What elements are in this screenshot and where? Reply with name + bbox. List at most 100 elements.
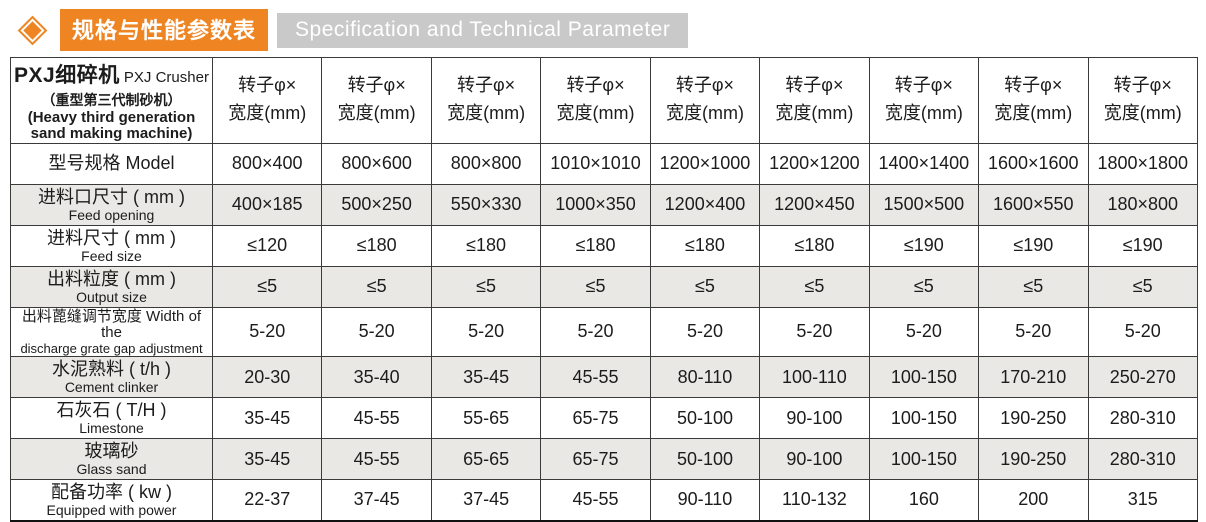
spec-value: 500×250 — [321, 183, 432, 226]
spec-value: ≤5 — [321, 265, 432, 308]
row-label-line2: Feed size — [81, 247, 142, 264]
column-header-line1: 转子φ× — [457, 75, 516, 96]
spec-value: 160 — [868, 479, 980, 522]
row-label-line1: 进料口尺寸 ( mm ) — [38, 186, 185, 207]
column-header: 转子φ× 宽度(mm) — [868, 57, 980, 144]
row-label-line1: 出料粒度 ( mm ) — [47, 268, 176, 289]
column-header-line1: 转子φ× — [894, 75, 953, 96]
spec-value: 5-20 — [1087, 306, 1198, 358]
row-label-line1: 进料尺寸 ( mm ) — [47, 227, 176, 248]
spec-value: 280-310 — [1087, 397, 1198, 440]
row-label-feed-size: 进料尺寸 ( mm ) Feed size — [10, 224, 213, 267]
column-header: 转子φ× 宽度(mm) — [430, 57, 542, 144]
product-subtitle-cn: （重型第三代制砂机） — [41, 92, 182, 108]
spec-value: 45-55 — [321, 438, 432, 481]
spec-value: 50-100 — [649, 438, 761, 481]
spec-value: ≤180 — [540, 224, 651, 267]
spec-value: 190-250 — [978, 438, 1089, 481]
column-header: 转子φ× 宽度(mm) — [978, 57, 1089, 144]
spec-value: 100-150 — [868, 356, 980, 399]
spec-value: 100-150 — [868, 397, 980, 440]
column-header-line2: 宽度(mm) — [447, 103, 526, 124]
spec-value: ≤180 — [649, 224, 761, 267]
row-label-feed-opening: 进料口尺寸 ( mm ) Feed opening — [10, 183, 213, 226]
spec-value: 5-20 — [649, 306, 761, 358]
column-header-line1: 转子φ× — [785, 75, 844, 96]
row-label-line2: Output size — [76, 288, 147, 305]
table-header-row: PXJ细碎机 PXJ Crusher （重型第三代制砂机） (Heavy thi… — [10, 57, 1198, 144]
section-title-en: Specification and Technical Parameter — [277, 12, 689, 48]
row-label-line1: 出料蓖缝调节宽度 Width of the — [21, 307, 202, 341]
row-label-glass-sand: 玻璃砂 Glass sand — [10, 438, 213, 481]
spec-value: 1500×500 — [868, 183, 980, 226]
spec-value: 22-37 — [211, 479, 323, 522]
spec-value: ≤5 — [978, 265, 1089, 308]
row-label-line2: Limestone — [79, 420, 144, 437]
column-header: 转子φ× 宽度(mm) — [759, 57, 870, 144]
column-header: 转子φ× 宽度(mm) — [211, 57, 323, 144]
table-row-limestone: 石灰石 ( T/H ) Limestone 35-45 45-55 55-65 6… — [10, 397, 1198, 440]
column-header-line2: 宽度(mm) — [665, 103, 744, 124]
spec-value: ≤5 — [211, 265, 323, 308]
spec-value: 1200×1000 — [649, 142, 761, 185]
spec-value: 5-20 — [430, 306, 542, 358]
spec-value: 1600×1600 — [978, 142, 1089, 185]
product-name: PXJ细碎机 PXJ Crusher — [13, 59, 210, 89]
spec-value: 5-20 — [978, 306, 1089, 358]
column-header-line2: 宽度(mm) — [994, 103, 1073, 124]
row-label-line1: 玻璃砂 — [84, 441, 139, 462]
spec-value: 200 — [978, 479, 1089, 522]
spec-value: 5-20 — [868, 306, 980, 358]
column-header: 转子φ× 宽度(mm) — [649, 57, 761, 144]
row-label-output-size: 出料粒度 ( mm ) Output size — [10, 265, 213, 308]
row-label-line1: 配备功率 ( kw ) — [51, 482, 172, 503]
spec-value: 1200×400 — [649, 183, 761, 226]
spec-value: 5-20 — [321, 306, 432, 358]
spec-value: 180×800 — [1087, 183, 1198, 226]
spec-value: 800×600 — [321, 142, 432, 185]
spec-value: ≤5 — [1087, 265, 1198, 308]
spec-value: 5-20 — [540, 306, 651, 358]
spec-value: 400×185 — [211, 183, 323, 226]
spec-value: 65-65 — [430, 438, 542, 481]
spec-value: ≤190 — [1087, 224, 1198, 267]
spec-value: 45-55 — [540, 479, 651, 522]
product-subtitle-en-line2: sand making machine) — [30, 124, 193, 142]
spec-value: ≤180 — [321, 224, 432, 267]
table-row-power: 配备功率 ( kw ) Equipped with power 22-37 37-… — [10, 479, 1198, 522]
spec-value: 1010×1010 — [540, 142, 651, 185]
spec-value: ≤190 — [868, 224, 980, 267]
spec-value: 90-110 — [649, 479, 761, 522]
spec-value: 90-100 — [759, 438, 870, 481]
spec-value: ≤5 — [540, 265, 651, 308]
spec-value: 550×330 — [430, 183, 542, 226]
spec-value: 20-30 — [211, 356, 323, 399]
table-row-glass-sand: 玻璃砂 Glass sand 35-45 45-55 65-65 65-75 50… — [10, 438, 1198, 481]
product-name-cn: PXJ细碎机 — [14, 64, 120, 87]
product-subtitle-en-line1: (Heavy third generation — [27, 109, 196, 126]
spec-value: 35-45 — [430, 356, 542, 399]
spec-value: 35-45 — [211, 438, 323, 481]
row-label-line1: 水泥熟料 ( t/h ) — [51, 359, 171, 380]
spec-value: 170-210 — [978, 356, 1089, 399]
spec-value: 110-132 — [759, 479, 870, 522]
table-row-output-size: 出料粒度 ( mm ) Output size ≤5 ≤5 ≤5 ≤5 ≤5 ≤5… — [10, 265, 1198, 308]
column-header: 转子φ× 宽度(mm) — [540, 57, 651, 144]
spec-value: ≤120 — [211, 224, 323, 267]
spec-value: ≤5 — [868, 265, 980, 308]
column-header-line1: 转子φ× — [566, 75, 625, 96]
table-row-feed-opening: 进料口尺寸 ( mm ) Feed opening 400×185 500×250… — [10, 183, 1198, 226]
row-label-line2: Glass sand — [76, 461, 147, 478]
row-label-line1: 石灰石 ( T/H ) — [56, 400, 167, 421]
row-label-cement-clinker: 水泥熟料 ( t/h ) Cement clinker — [10, 356, 213, 399]
spec-value: 90-100 — [759, 397, 870, 440]
spec-value: 5-20 — [211, 306, 323, 358]
column-header-line2: 宽度(mm) — [884, 103, 963, 124]
spec-value: 315 — [1087, 479, 1198, 522]
column-header-line1: 转子φ× — [347, 75, 406, 96]
section-title-cn: 规格与性能参数表 — [60, 9, 269, 51]
spec-value: 280-310 — [1087, 438, 1198, 481]
page-header: 规格与性能参数表 Specification and Technical Par… — [0, 0, 1206, 51]
product-name-en: PXJ Crusher — [123, 69, 209, 86]
spec-value: ≤190 — [978, 224, 1089, 267]
